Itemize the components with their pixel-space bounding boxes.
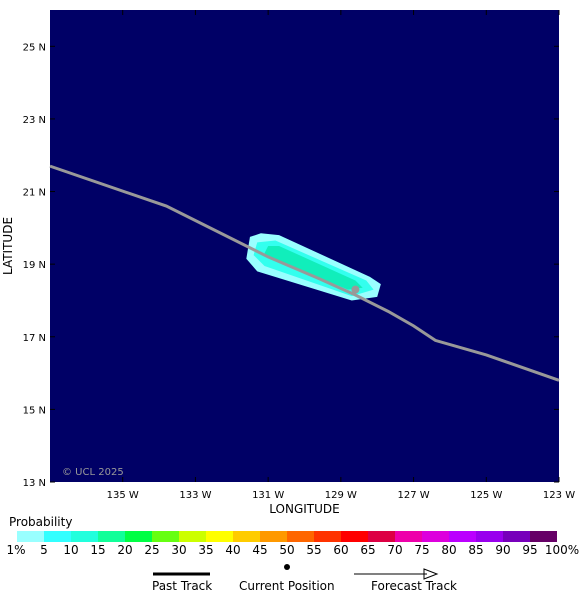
lon-tick-label: 125 W <box>470 490 502 501</box>
legend-label: 100% <box>544 543 580 557</box>
legend-color-swatch <box>233 531 260 542</box>
legend-color-swatch <box>395 531 422 542</box>
lat-tick-label: 19 N <box>23 260 46 271</box>
y-axis-title: LATITUDE <box>1 217 15 275</box>
legend-color-swatch <box>98 531 125 542</box>
legend-color-swatch <box>314 531 341 542</box>
legend-label: 95 <box>522 543 538 557</box>
legend-label: 1% <box>6 543 26 557</box>
legend-label: 85 <box>468 543 484 557</box>
legend-color-swatch <box>44 531 71 542</box>
legend-label: 70 <box>387 543 403 557</box>
probability-swath <box>246 233 381 301</box>
legend-color-swatch <box>260 531 287 542</box>
legend-color-swatch <box>530 531 557 542</box>
x-axis-title: LONGITUDE <box>269 502 339 516</box>
forecast-track-line <box>49 164 560 382</box>
track-legend: Past Track Current Position Forecast Tra… <box>0 562 580 593</box>
legend-color-swatch <box>125 531 152 542</box>
legend-label: 45 <box>252 543 268 557</box>
legend-color-swatch <box>17 531 44 542</box>
axis-ticks: 25 N 23 N 21 N 19 N 17 N 15 N 13 N 135 W 133 W 13… <box>23 10 575 501</box>
lon-tick-label: 123 W <box>543 490 575 501</box>
lon-tick-label: 127 W <box>397 490 429 501</box>
current-position-marker <box>351 285 360 294</box>
legend-color-swatch <box>476 531 503 542</box>
legend-label: 35 <box>198 543 214 557</box>
legend-color-swatch <box>368 531 395 542</box>
legend-label: 30 <box>171 543 187 557</box>
legend-color-swatch <box>206 531 233 542</box>
legend-label: 50 <box>279 543 295 557</box>
legend-label: 25 <box>144 543 160 557</box>
lon-tick-label: 131 W <box>252 490 284 501</box>
legend-color-swatch <box>449 531 476 542</box>
copyright-label: © UCL 2025 <box>62 467 124 478</box>
lat-tick-label: 23 N <box>23 115 46 126</box>
legend-label: 15 <box>90 543 106 557</box>
legend-label: 10 <box>63 543 79 557</box>
legend-color-swatch <box>179 531 206 542</box>
lat-tick-label: 15 N <box>23 405 46 416</box>
past-track-label: Past Track <box>152 579 213 593</box>
forecast-track-label: Forecast Track <box>371 579 457 593</box>
probability-labels: 1% 5 10 15 20 25 30 35 40 45 50 55 60 65 70 75 80 85 90 95 1… <box>0 543 580 557</box>
legend-label: 65 <box>360 543 376 557</box>
legend-label: 20 <box>117 543 133 557</box>
forecast-track-arrowhead <box>423 568 439 580</box>
lon-tick-label: 129 W <box>325 490 357 501</box>
legend-label: 40 <box>225 543 241 557</box>
legend-color-swatch <box>341 531 368 542</box>
legend-label: 75 <box>414 543 430 557</box>
lon-tick-label: 133 W <box>179 490 211 501</box>
legend-label: 90 <box>495 543 511 557</box>
legend-label: 80 <box>441 543 457 557</box>
legend-color-swatch <box>287 531 314 542</box>
legend-color-swatch <box>422 531 449 542</box>
lat-tick-label: 21 N <box>23 188 46 199</box>
track-legend-symbols <box>153 564 439 580</box>
lat-tick-label: 17 N <box>23 333 46 344</box>
current-position-symbol <box>284 564 290 570</box>
swath-inner <box>264 246 363 290</box>
probability-color-bar <box>17 531 557 542</box>
legend-label: 60 <box>333 543 349 557</box>
legend-color-swatch <box>152 531 179 542</box>
current-position-label: Current Position <box>239 579 335 593</box>
legend-label: 5 <box>40 543 48 557</box>
ocean-map-area[interactable] <box>50 10 559 482</box>
lon-tick-label: 135 W <box>107 490 139 501</box>
lat-tick-label: 13 N <box>23 478 46 489</box>
legend-label: 55 <box>306 543 322 557</box>
lat-tick-label: 25 N <box>23 42 46 53</box>
legend-color-swatch <box>71 531 98 542</box>
legend-title: Probability <box>9 515 73 529</box>
legend-color-swatch <box>503 531 530 542</box>
